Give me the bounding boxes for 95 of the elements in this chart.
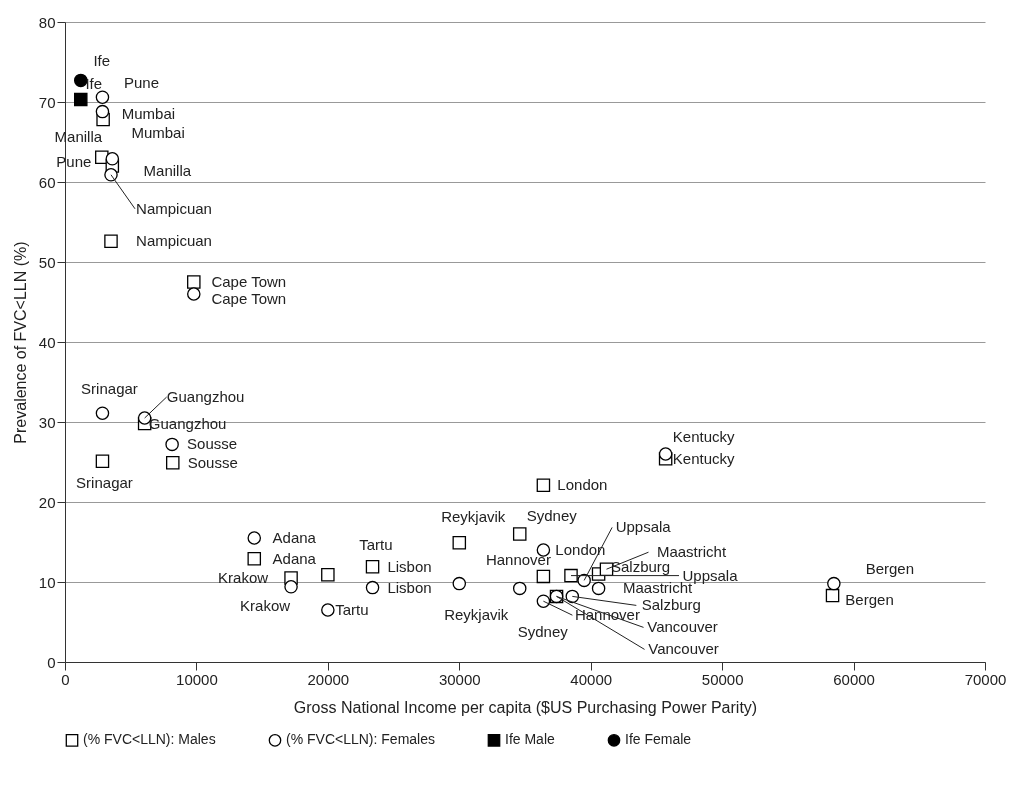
legend-label: Ife Male xyxy=(505,731,556,748)
annotation: Mumbai xyxy=(131,123,185,141)
y-tick-label: 0 xyxy=(47,653,56,671)
point xyxy=(247,531,262,545)
annotation: Sydney xyxy=(517,623,569,641)
y-tick-label: 80 xyxy=(38,13,56,31)
y-tick-label: 20 xyxy=(38,493,56,511)
x-tick-label: 50000 xyxy=(701,670,744,688)
point xyxy=(187,287,201,301)
y-tick-label: 70 xyxy=(38,93,56,111)
x-axis-title: Gross National Income per capita ($US Purchasing Power Parity) xyxy=(293,698,758,716)
point xyxy=(827,576,841,591)
annotation: Krakow xyxy=(218,569,269,586)
y-tick-label: 40 xyxy=(38,333,56,351)
y-axis-title: Prevalence of FVC<LLN (%) xyxy=(11,241,29,444)
annotation: Maastricht xyxy=(656,543,727,561)
point xyxy=(104,168,118,182)
point xyxy=(536,478,551,492)
point xyxy=(512,581,527,596)
annotation: Adana xyxy=(272,549,317,567)
x-tick-label: 10000 xyxy=(176,670,218,688)
annotation: Adana xyxy=(272,529,317,546)
annotation: Sydney xyxy=(526,507,578,524)
x-tick-label: 30000 xyxy=(438,670,481,688)
annotation: Cape Town xyxy=(211,290,287,307)
point xyxy=(564,568,578,583)
annotation: Ife xyxy=(85,74,103,92)
annotation: Manilla xyxy=(143,162,192,179)
point xyxy=(74,73,88,88)
annotation: Lisbon xyxy=(387,557,432,575)
annotation: London xyxy=(557,476,608,494)
annotation: Reykjavik xyxy=(444,605,509,623)
y-tick-label: 10 xyxy=(38,573,56,591)
legend-label: Ife Female xyxy=(625,731,692,748)
annotation: Kentucky xyxy=(672,449,735,467)
point xyxy=(365,580,380,595)
annotation: Lisbon xyxy=(387,578,432,596)
x-tick-label: 40000 xyxy=(570,670,613,688)
point xyxy=(105,152,120,166)
point xyxy=(95,406,110,420)
annotation: Uppsala xyxy=(682,566,739,584)
point xyxy=(166,456,180,470)
point xyxy=(452,576,467,591)
annotation: Ife xyxy=(93,52,111,70)
point xyxy=(658,447,673,461)
annotation: Guangzhou xyxy=(166,388,245,405)
point xyxy=(165,437,179,452)
annotation: Uppsala xyxy=(615,518,672,536)
y-tick-label: 30 xyxy=(38,413,56,431)
point xyxy=(104,234,118,248)
annotation: Mumbai xyxy=(121,104,176,122)
annotation: Salzburg xyxy=(641,596,701,614)
point xyxy=(95,90,110,104)
annotation: Kentucky xyxy=(672,428,735,445)
annotation: Hannover xyxy=(485,551,551,569)
x-tick-label: 0 xyxy=(61,670,70,688)
legend-label: (% FVC<LLN): Females xyxy=(286,731,435,748)
point xyxy=(365,560,380,574)
point xyxy=(187,275,201,289)
annotation: Krakow xyxy=(240,596,291,614)
point xyxy=(247,552,262,566)
annotation: Tartu xyxy=(335,601,369,618)
annotation: Bergen xyxy=(845,590,894,608)
annotation: Vancouver xyxy=(648,640,719,658)
point xyxy=(536,569,551,584)
point xyxy=(512,527,527,541)
annotation: Sousse xyxy=(187,453,238,471)
y-tick-label: 50 xyxy=(38,253,56,271)
y-tick-label: 60 xyxy=(38,173,56,191)
annotation: London xyxy=(555,541,606,558)
annotation: Cape Town xyxy=(211,273,287,290)
annotation: Srinagar xyxy=(76,474,133,492)
point xyxy=(284,580,298,594)
point xyxy=(321,568,335,582)
annotation: Tartu xyxy=(359,535,393,553)
annotation: Sousse xyxy=(187,435,238,453)
annotation: Vancouver xyxy=(647,618,718,636)
x-tick-label: 70000 xyxy=(964,670,1007,688)
x-tick-label: 20000 xyxy=(307,670,350,688)
legend-label: (% FVC<LLN): Males xyxy=(83,731,216,748)
point xyxy=(452,536,467,550)
point xyxy=(321,603,335,617)
annotation: Nampicuan xyxy=(136,199,212,217)
annotation: Nampicuan xyxy=(136,232,212,250)
annotation: Pune xyxy=(123,74,159,92)
annotation: Srinagar xyxy=(81,380,138,398)
point xyxy=(95,104,110,119)
annotation: Bergen xyxy=(865,559,915,577)
point xyxy=(95,454,110,468)
point xyxy=(825,588,840,603)
point xyxy=(591,581,606,596)
annotation: Reykjavik xyxy=(441,507,506,525)
point xyxy=(74,92,88,107)
point xyxy=(536,594,551,608)
x-tick-label: 60000 xyxy=(833,670,875,688)
